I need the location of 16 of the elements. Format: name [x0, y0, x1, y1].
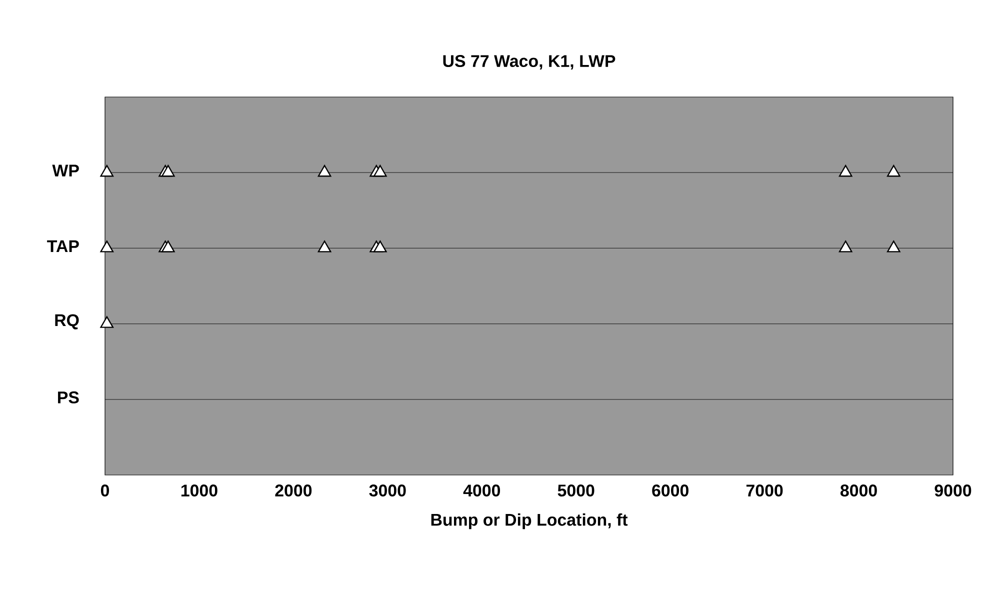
y-tick-label: WP — [52, 164, 79, 176]
x-tick-label: 3000 — [369, 484, 406, 497]
x-tick-label: 7000 — [746, 484, 783, 497]
y-tick-label: RQ — [55, 314, 79, 330]
x-tick-label: 5000 — [558, 484, 594, 497]
x-tick-label: 0 — [100, 484, 110, 497]
x-tick-label: 8000 — [840, 484, 877, 497]
x-tick-label: 1000 — [181, 484, 218, 497]
x-tick-label: 6000 — [652, 484, 688, 497]
x-tick-label: 4000 — [463, 484, 500, 497]
y-tick-label: PS — [58, 391, 79, 404]
x-tick-label: 9000 — [934, 484, 972, 497]
x-tick-label: 2000 — [275, 484, 312, 497]
y-tick-label: TAP — [47, 240, 79, 252]
x-axis-title: Bump or Dip Location, ft — [431, 513, 628, 530]
chart-title: US 77 Waco, K1, LWP — [443, 55, 616, 70]
